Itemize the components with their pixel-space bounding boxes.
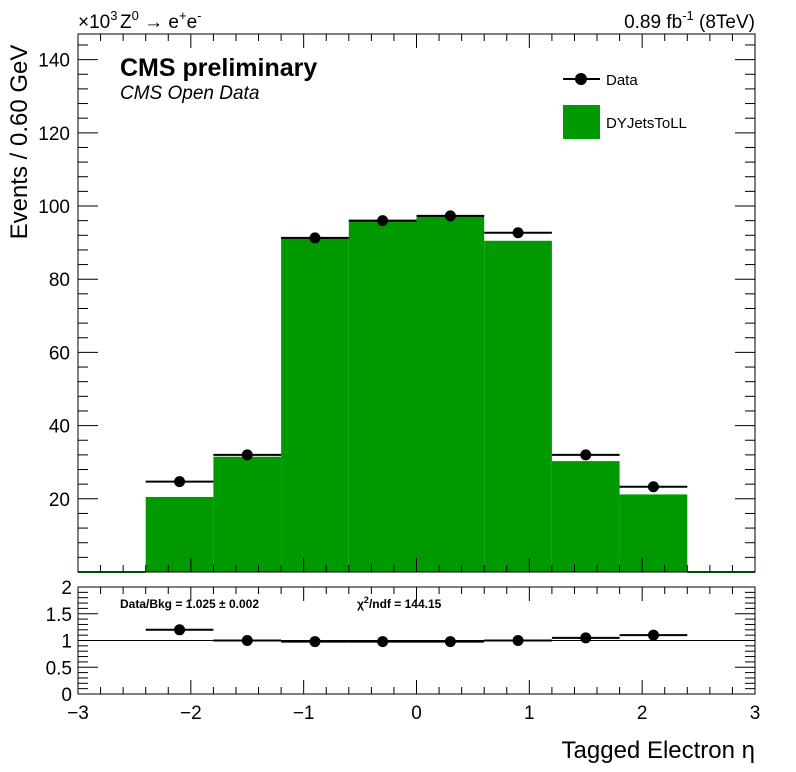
x-tick-label: 3	[750, 703, 761, 724]
ratio-y-tick-label: 0.5	[46, 658, 72, 679]
x-tick-label: −3	[67, 703, 89, 724]
ratio-x-axis: −3 −2 −1 0 1 2 3	[67, 587, 760, 724]
y-tick-label: 100	[38, 197, 70, 218]
data-point	[647, 481, 659, 493]
ratio-y-tick-label: 0	[61, 685, 72, 706]
open-data-label: CMS Open Data	[120, 83, 259, 104]
y-tick-label: 120	[38, 124, 70, 145]
ratio-point	[580, 632, 592, 644]
ratio-point	[444, 636, 456, 648]
data-point	[512, 227, 524, 239]
cms-label: CMS preliminary	[120, 54, 317, 82]
ratio-y-tick-label: 1.5	[46, 605, 72, 626]
data-points	[145, 210, 688, 493]
legend: Data DYJetsToLL	[563, 72, 687, 139]
data-point	[174, 476, 186, 488]
ratio-y-axis: 0 0.5 1 1.5 2	[46, 578, 755, 706]
mc-bar	[619, 494, 688, 572]
ratio-point	[377, 636, 389, 648]
mc-bar	[484, 240, 552, 572]
mc-bar	[551, 461, 620, 572]
data-point	[241, 449, 253, 461]
data-point	[309, 232, 321, 244]
ratio-points	[145, 624, 688, 648]
x-tick-label: 0	[411, 703, 422, 724]
ratio-point	[241, 635, 253, 646]
luminosity-label: 0.89 fb-1 (8TeV)	[624, 8, 755, 33]
process-label: Z0 → e+e-	[120, 8, 201, 33]
exponent-label: ×103	[78, 8, 117, 33]
ratio-summary: Data/Bkg = 1.025 ± 0.002	[120, 597, 259, 611]
ratio-y-tick-label: 1	[61, 632, 72, 653]
y-tick-label: 80	[49, 270, 70, 291]
data-point	[444, 210, 456, 222]
y-axis-title: Events / 0.60 GeV	[6, 45, 33, 240]
ratio-point	[512, 635, 524, 646]
ratio-point	[309, 636, 321, 648]
data-point	[580, 449, 592, 461]
y-tick-label: 40	[49, 417, 70, 438]
x-tick-label: −1	[293, 703, 315, 724]
mc-histogram	[78, 215, 755, 573]
mc-bar	[416, 215, 485, 572]
x-axis-title: Tagged Electron η	[562, 737, 755, 764]
x-tick-label: 2	[637, 703, 648, 724]
legend-mc-swatch	[563, 105, 600, 139]
ratio-point	[174, 624, 186, 636]
mc-bar	[348, 220, 417, 572]
y-tick-label: 60	[49, 343, 70, 364]
data-point	[377, 215, 389, 227]
mc-bar	[213, 456, 282, 572]
ratio-y-tick-label: 2	[61, 578, 72, 599]
main-x-axis	[77, 34, 756, 572]
main-y-axis: 20 40 60 80 100 120 140	[38, 44, 755, 573]
y-tick-label: 20	[49, 490, 70, 511]
legend-data-marker	[575, 73, 587, 85]
legend-data-label: Data	[606, 72, 638, 89]
ratio-point	[647, 629, 659, 641]
x-tick-label: 1	[524, 703, 535, 724]
y-tick-label: 140	[38, 51, 70, 72]
x-tick-label: −2	[180, 703, 202, 724]
mc-bar	[145, 496, 214, 572]
legend-mc-label: DYJetsToLL	[606, 115, 687, 132]
chi2-summary: χ2/ndf = 144.15	[357, 595, 442, 611]
mc-bar	[281, 237, 349, 573]
